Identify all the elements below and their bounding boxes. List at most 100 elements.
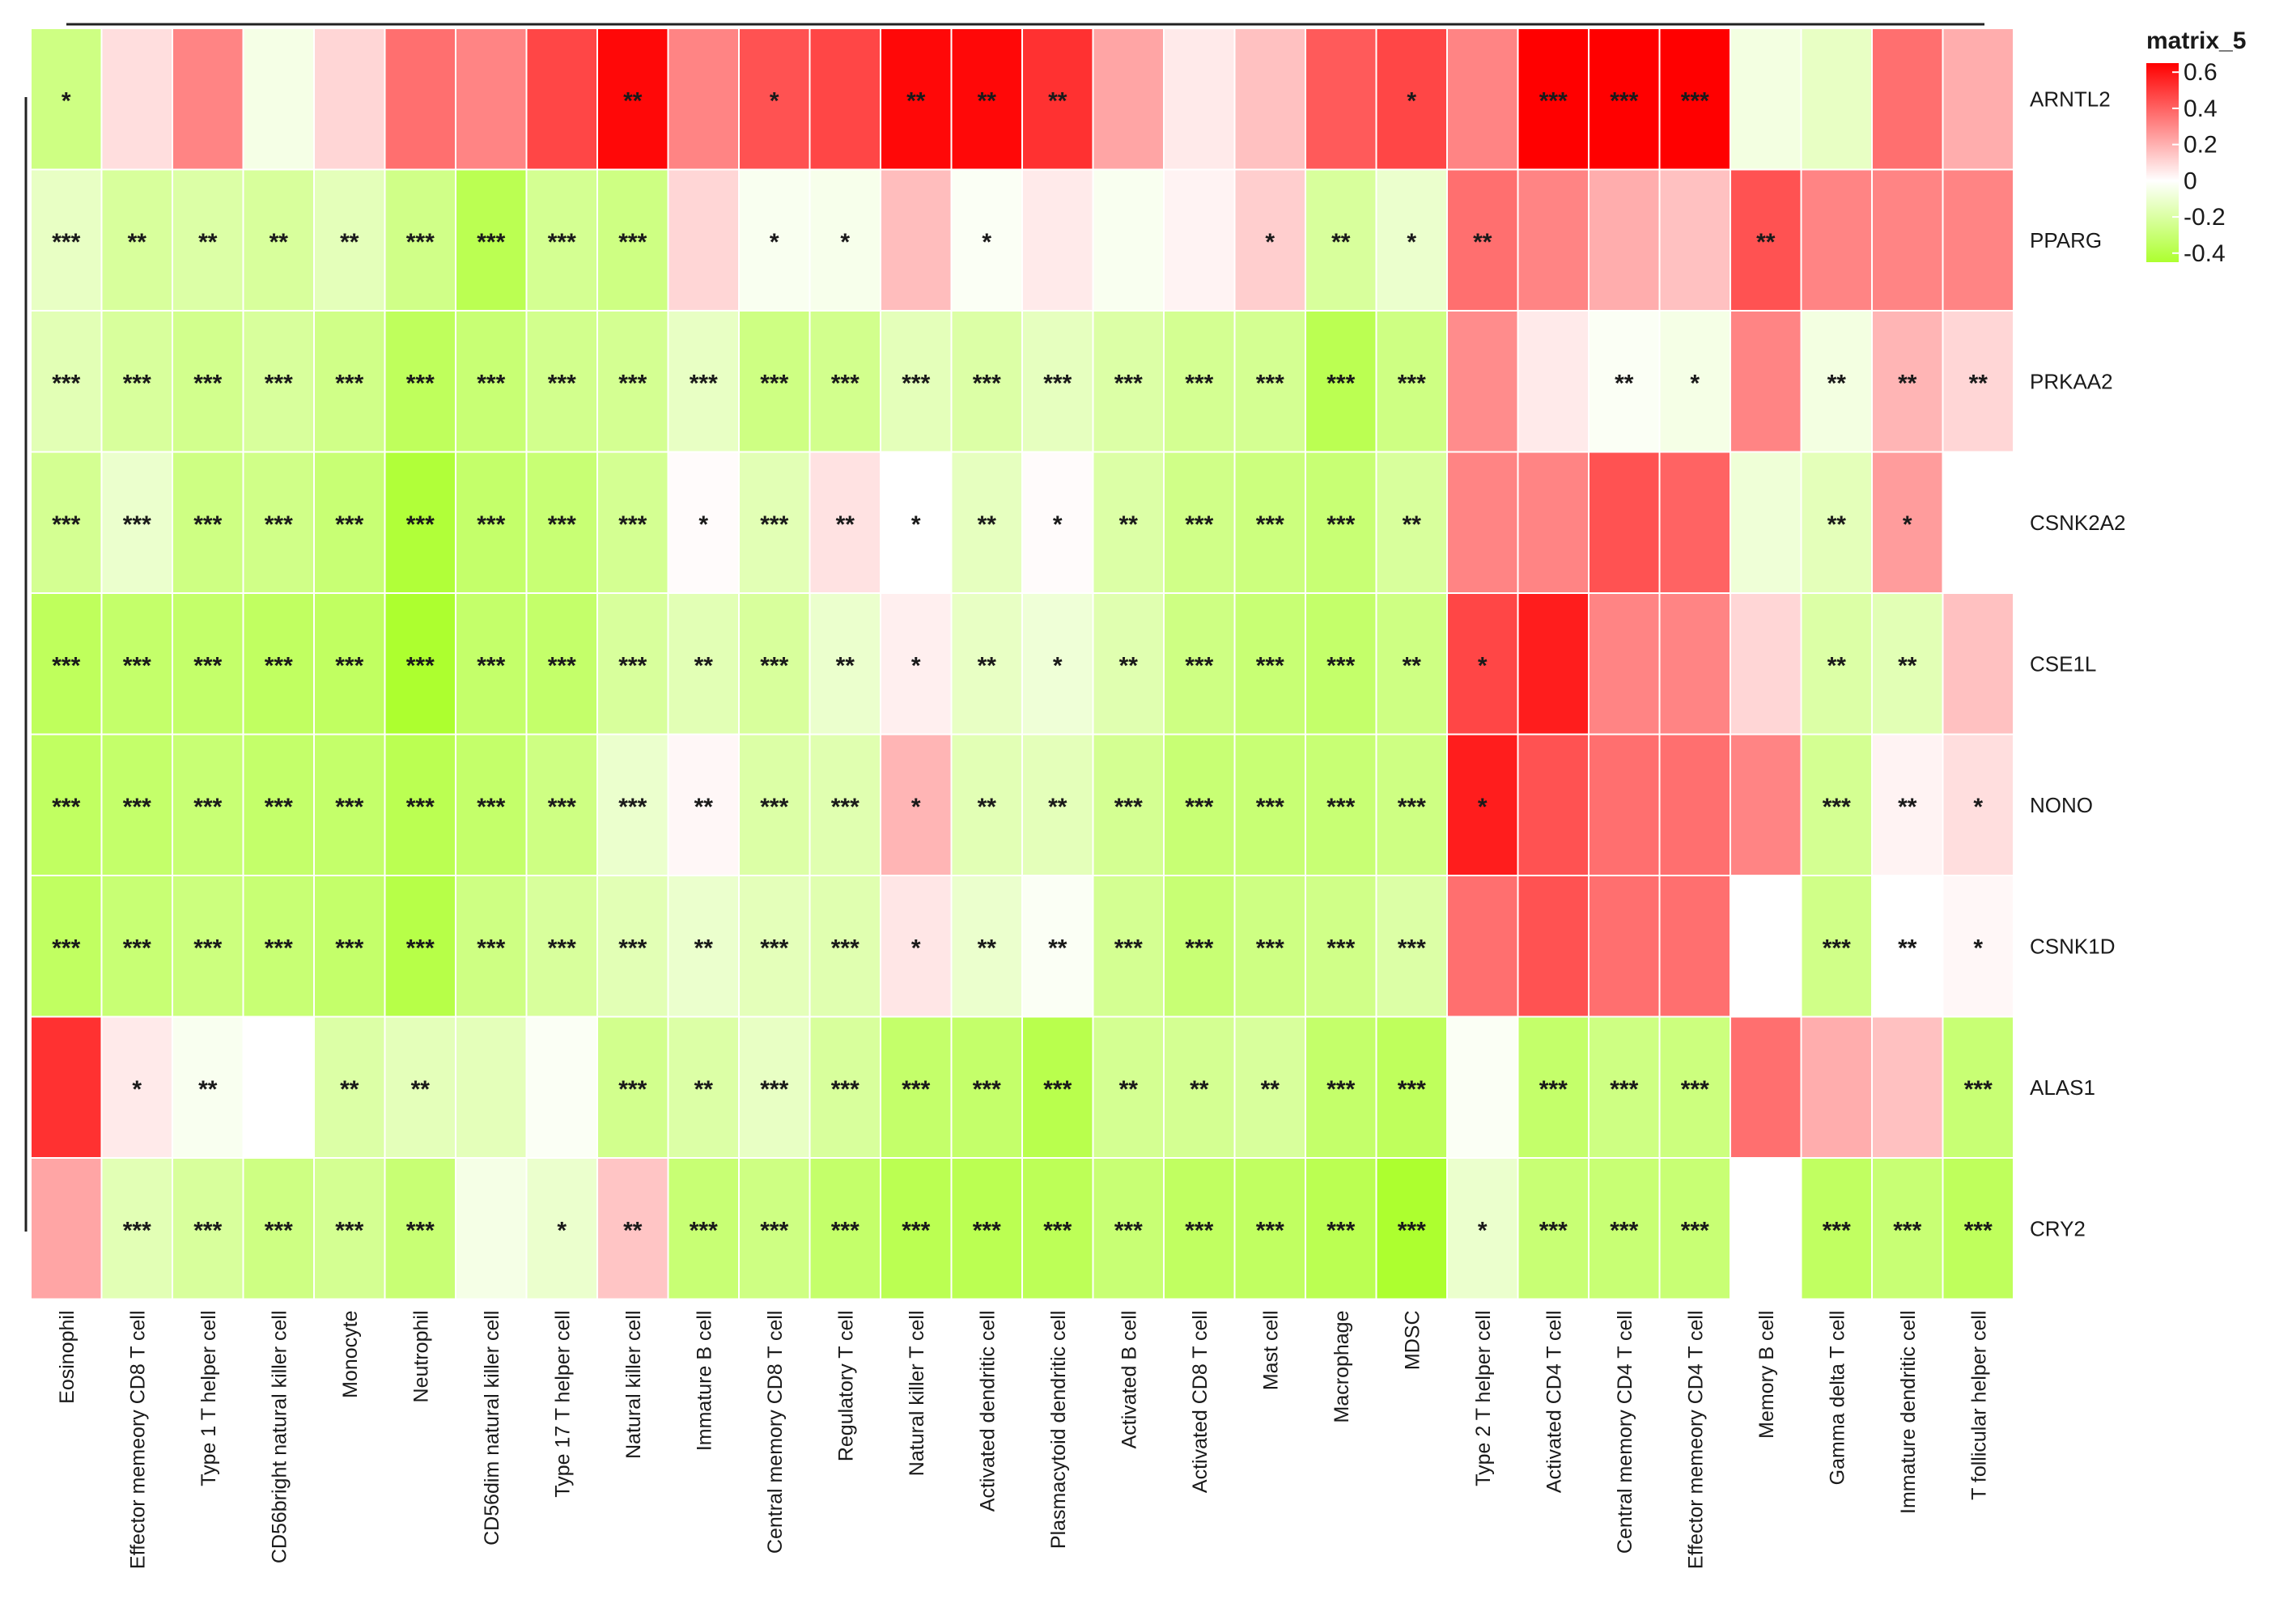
significance-mark: * [840,229,850,256]
heatmap-cell [880,310,953,453]
heatmap-cell [525,28,598,171]
heatmap-cell [1446,28,1519,171]
legend-tick-label: 0.2 [2184,132,2218,159]
significance-mark: * [982,229,991,256]
heatmap-cell [30,733,103,876]
significance-mark: *** [193,794,222,820]
heatmap-cell [1658,168,1731,312]
heatmap-cell [596,1157,669,1300]
significance-mark: ** [1898,370,1917,396]
heatmap-cell [1517,1157,1590,1300]
significance-mark: ** [978,87,997,114]
significance-mark: *** [1398,1217,1426,1244]
heatmap-cell [1517,875,1590,1018]
significance-mark: ** [1898,652,1917,679]
heatmap-cell [1305,28,1377,171]
column-label: CD56bright natural killer cell [268,1311,291,1564]
significance-mark: ** [1403,511,1422,538]
significance-mark: *** [618,652,647,679]
significance-mark: *** [1114,794,1143,820]
significance-mark: ** [1473,229,1492,256]
heatmap-cell [172,168,244,312]
significance-mark: *** [52,652,80,679]
significance-mark: *** [618,1076,647,1103]
significance-mark: *** [1964,1076,1993,1103]
significance-mark: *** [123,935,151,961]
heatmap-cell [313,168,386,312]
heatmap-cell [1730,875,1802,1018]
significance-mark: *** [618,229,647,256]
column-label: Type 2 T helper cell [1472,1311,1495,1486]
significance-mark: ** [836,652,855,679]
significance-mark: *** [477,652,505,679]
significance-mark: ** [694,794,714,820]
heatmap-cell [1375,875,1448,1018]
significance-mark: *** [265,794,293,820]
column-label: Central memory CD4 T cell [1614,1311,1636,1554]
heatmap-cell [1871,592,1944,736]
significance-mark: *** [831,1217,859,1244]
heatmap-cell [525,310,598,453]
significance-mark: ** [1827,652,1847,679]
significance-mark: ** [198,1076,218,1103]
row-label: CSE1L [2030,651,2096,676]
heatmap-cell [313,733,386,876]
significance-mark: *** [265,935,293,961]
heatmap-cell [1021,1157,1094,1300]
significance-mark: *** [1326,1076,1355,1103]
significance-mark: *** [193,935,222,961]
significance-mark: *** [1043,1076,1072,1103]
significance-mark: *** [760,1076,788,1103]
significance-mark: *** [1539,87,1568,114]
heatmap-cell [384,310,456,453]
significance-mark: *** [123,1217,151,1244]
significance-mark: * [1478,794,1488,820]
heatmap-cell [1163,875,1236,1018]
heatmap-cell [525,733,598,876]
column-label: Activated CD8 T cell [1189,1311,1212,1494]
column-labels: Eosinophil Effector memeory CD8 T cell Typ… [56,1311,1991,1570]
heatmap-cell [455,451,528,594]
significance-mark: *** [1185,935,1213,961]
heatmap-cell [525,592,598,736]
heatmap-cell [1305,310,1377,453]
significance-mark: *** [265,1217,293,1244]
significance-mark: *** [1256,794,1284,820]
significance-mark: * [698,511,708,538]
heatmap-cell [455,168,528,312]
significance-mark: *** [1185,511,1213,538]
heatmap-cell [1305,168,1377,312]
significance-marks: * ** * ** ** ** * *** *** ****** ** ** ** ** *** *** ***… [52,87,1993,1244]
significance-mark: * [1478,1217,1488,1244]
heatmap-cell [1233,592,1306,736]
column-label: CD56dim natural killer cell [481,1311,503,1546]
heatmap-cell [1092,733,1165,876]
heatmap-cell [1092,451,1165,594]
significance-mark: *** [1398,370,1426,396]
column-label: Activated B cell [1118,1311,1140,1449]
heatmap-cell [880,168,953,312]
significance-mark: *** [335,794,363,820]
column-label: Effector memeory CD4 T cell [1684,1311,1707,1570]
heatmap-cell [1446,1016,1519,1159]
row-label: CSNK1D [2030,934,2115,958]
heatmap-cell [1233,1157,1306,1300]
heatmap-cell [1871,310,1944,453]
significance-mark: *** [1185,1217,1213,1244]
significance-mark: *** [1256,511,1284,538]
heatmap-cell [1163,451,1236,594]
significance-mark: *** [193,1217,222,1244]
significance-mark: *** [406,652,435,679]
heatmap-cell [1233,28,1306,171]
heatmap-cell [1942,451,2014,594]
significance-mark: *** [1681,1217,1709,1244]
column-label: Memory B cell [1755,1311,1778,1439]
significance-mark: *** [760,935,788,961]
significance-mark: ** [1048,935,1067,961]
heatmap-cell [1800,875,1873,1018]
heatmap-cell [1658,733,1731,876]
column-label: Mast cell [1259,1311,1282,1391]
heatmap-cell [1871,168,1944,312]
heatmap-cell [1233,168,1306,312]
significance-mark: *** [1185,794,1213,820]
